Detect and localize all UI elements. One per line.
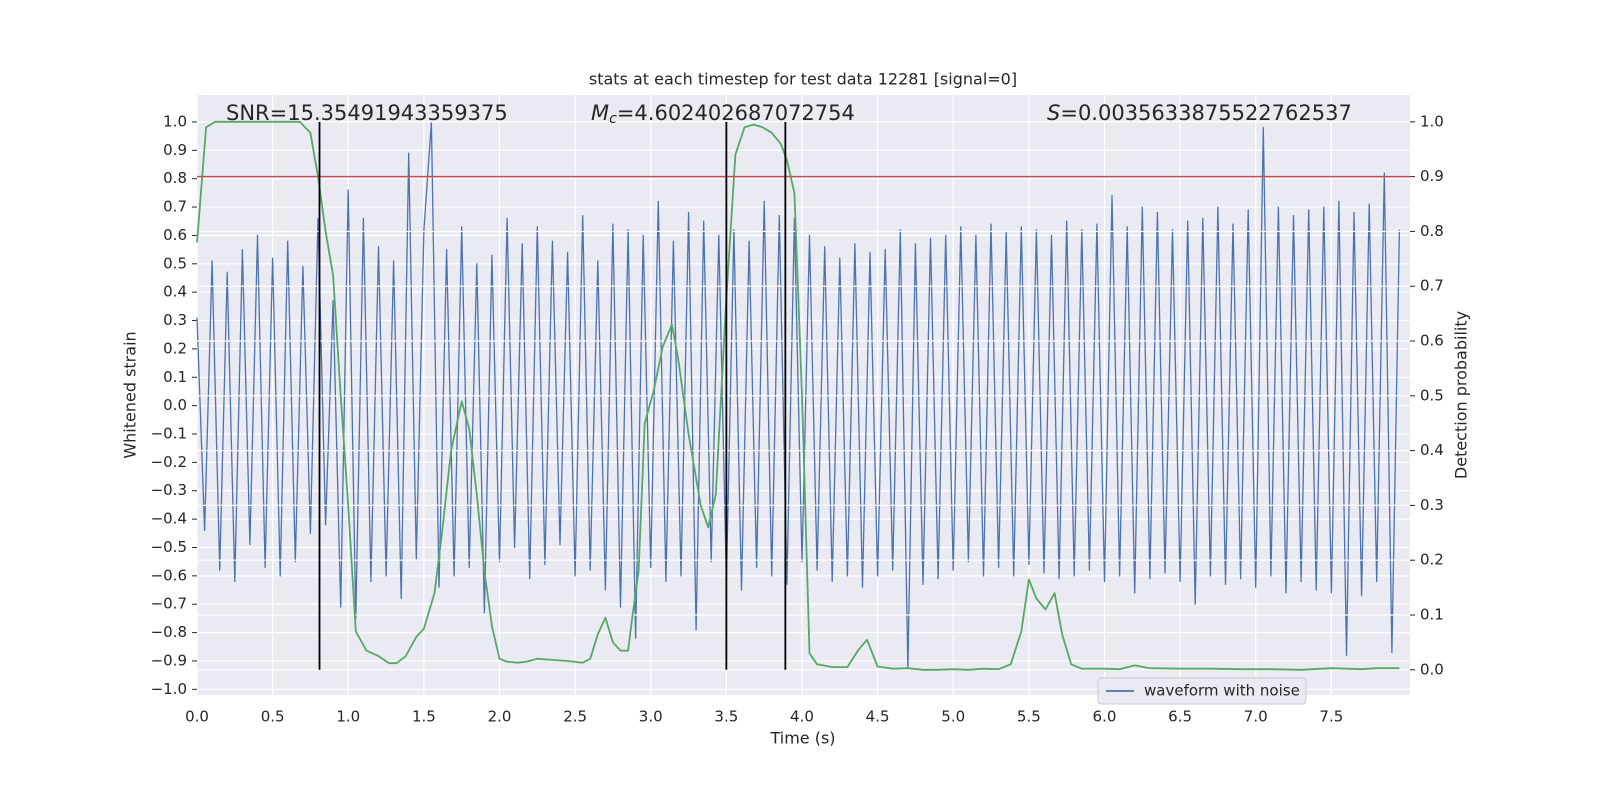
annotation-symbol: SNR [226, 101, 270, 125]
y-tick-label: −0.9 [151, 651, 187, 669]
y-tick-label: 0.1 [163, 368, 187, 386]
x-axis-label: Time (s) [769, 729, 835, 748]
y-tick-label: −0.6 [151, 566, 187, 584]
annotation: S=0.0035633875522762537 [1047, 101, 1352, 125]
annotation-symbol: S [1047, 101, 1060, 125]
y-tick-label: −0.8 [151, 623, 187, 641]
y-tick-label: −0.7 [151, 595, 187, 613]
y-tick-label: −1.0 [151, 680, 187, 698]
y2-tick-label: 1.0 [1420, 112, 1444, 130]
legend-box [1097, 677, 1307, 705]
y-tick-label: 0.6 [163, 226, 187, 244]
annotation-text: =0.0035633875522762537 [1060, 101, 1352, 125]
x-tick-label: 3.0 [639, 708, 663, 726]
x-tick-label: 4.5 [866, 708, 890, 726]
y2-tick-label: 0.5 [1420, 386, 1444, 404]
y2-axis-label: Detection probability [1452, 311, 1471, 479]
x-tick-label: 3.5 [714, 708, 738, 726]
x-tick-label: 7.5 [1319, 708, 1343, 726]
x-tick-label: 1.0 [336, 708, 360, 726]
annotation-subscript: c [609, 111, 617, 127]
series-line [196, 121, 1401, 671]
series-line [196, 120, 1400, 671]
y-axis-label: Whitened strain [121, 331, 140, 458]
x-tick-label: 6.0 [1093, 708, 1117, 726]
annotation-text: =15.35491943359375 [270, 101, 508, 125]
x-tick-label: 2.5 [563, 708, 587, 726]
y-tick-label: −0.5 [151, 538, 187, 556]
y-tick-label: −0.1 [151, 425, 187, 443]
x-tick-label: 2.0 [488, 708, 512, 726]
y2-tick-label: 0.2 [1420, 551, 1444, 569]
y2-tick-label: 0.6 [1420, 332, 1444, 350]
y-tick-label: 0.0 [163, 396, 187, 414]
y-tick-label: −0.2 [151, 453, 187, 471]
y-tick-label: −0.4 [151, 510, 187, 528]
y2-tick-label: 0.3 [1420, 496, 1444, 514]
y-tick-label: 0.7 [163, 198, 187, 216]
x-tick-label: 1.5 [412, 708, 436, 726]
y2-tick-label: 0.8 [1420, 222, 1444, 240]
x-tick-label: 0.0 [185, 708, 209, 726]
y2-tick-label: 0.4 [1420, 441, 1444, 459]
plot-area [197, 95, 1410, 695]
annotation: SNR=15.35491943359375 [226, 101, 508, 125]
annotation-symbol: M [591, 101, 609, 125]
annotation: Mc=4.602402687072754 [591, 101, 855, 127]
y-tick-label: 0.5 [163, 254, 187, 272]
x-tick-label: 5.0 [941, 708, 965, 726]
y-tick-label: 1.0 [163, 112, 187, 130]
chart-title: stats at each timestep for test data 122… [589, 70, 1017, 89]
y-tick-label: 0.9 [163, 141, 187, 159]
x-tick-label: 0.5 [261, 708, 285, 726]
y-tick-label: −0.3 [151, 481, 187, 499]
x-tick-label: 7.0 [1244, 708, 1268, 726]
x-tick-label: 4.0 [790, 708, 814, 726]
y-tick-label: 0.8 [163, 169, 187, 187]
y-tick-label: 0.4 [163, 283, 187, 301]
y2-tick-label: 0.7 [1420, 277, 1444, 295]
y2-tick-label: 0.1 [1420, 606, 1444, 624]
y-tick-label: 0.2 [163, 339, 187, 357]
x-tick-label: 6.5 [1168, 708, 1192, 726]
annotation-text: =4.602402687072754 [617, 101, 855, 125]
y-tick-label: 0.3 [163, 311, 187, 329]
y2-tick-label: 0.9 [1420, 167, 1444, 185]
x-tick-label: 5.5 [1017, 708, 1041, 726]
y2-tick-label: 0.0 [1420, 660, 1444, 678]
legend-label: waveform with noise [1144, 682, 1300, 700]
